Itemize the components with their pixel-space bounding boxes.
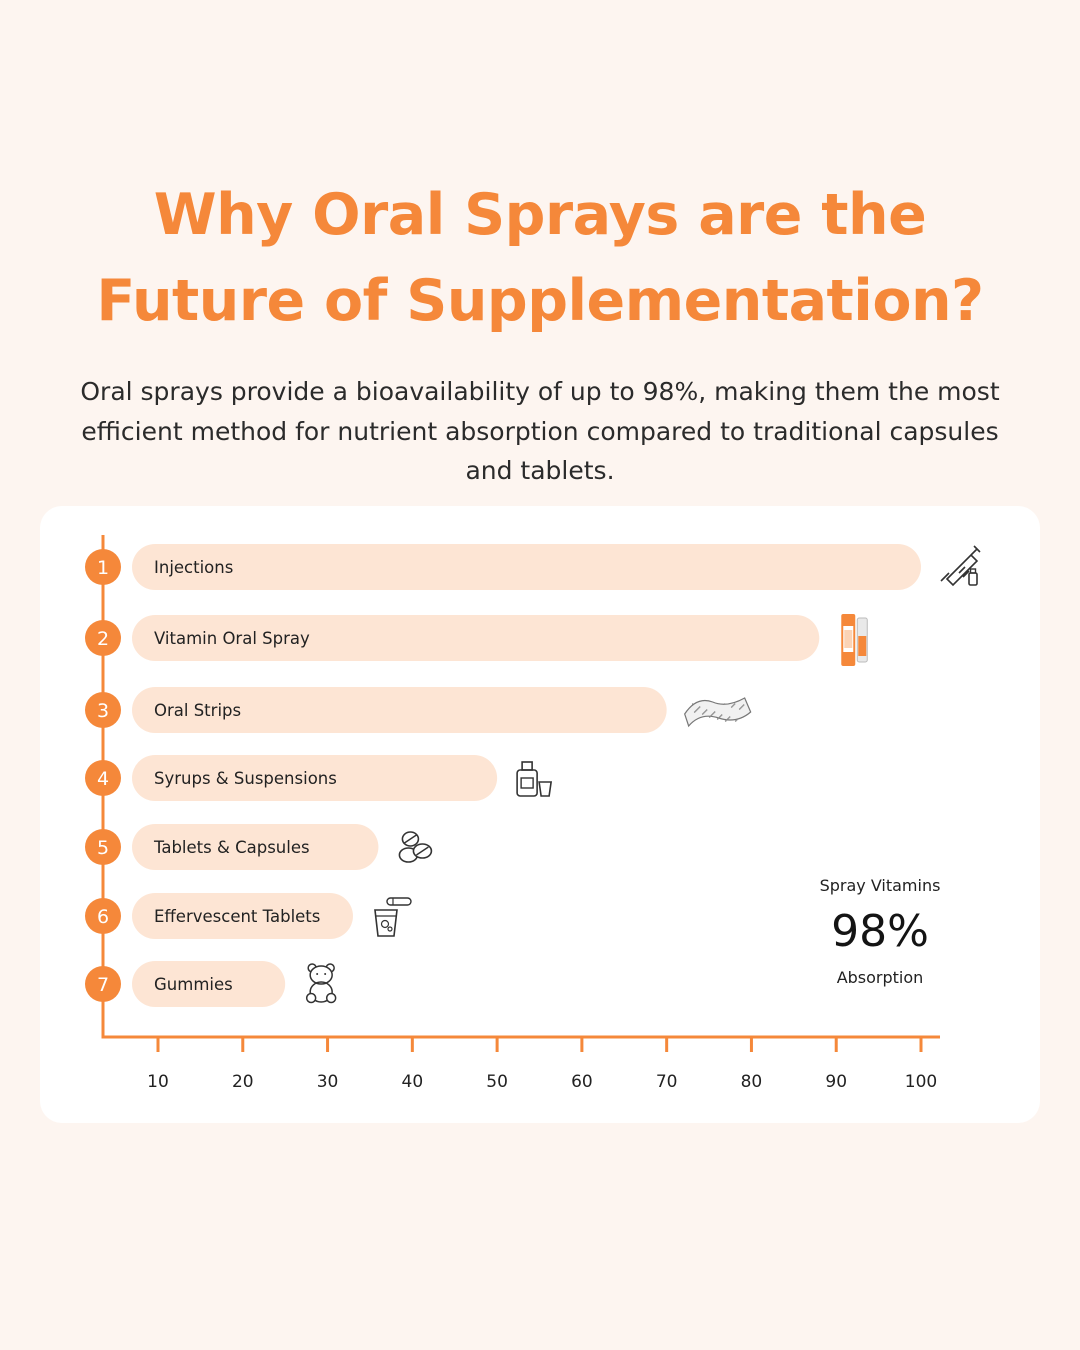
rank-badge	[85, 620, 121, 656]
bar	[132, 544, 921, 590]
x-tick-label: 20	[232, 1072, 254, 1092]
x-tick-label: 80	[741, 1072, 763, 1092]
bar-label: Syrups & Suspensions	[154, 769, 337, 788]
bar	[132, 687, 667, 733]
spray-bottle-icon	[841, 614, 868, 666]
callout-label-top: Spray Vitamins	[819, 876, 941, 895]
rank-badge	[85, 829, 121, 865]
bar	[132, 893, 353, 939]
rank-number: 5	[97, 837, 109, 859]
bar-label: Injections	[154, 558, 233, 577]
effervescent-glass-icon	[374, 897, 412, 937]
tablets-icon	[398, 831, 433, 863]
x-tick-label: 70	[656, 1072, 678, 1092]
bar	[132, 755, 498, 801]
rank-number: 1	[97, 557, 109, 579]
bar-label: Oral Strips	[154, 701, 241, 720]
bar	[132, 615, 820, 661]
gummy-bear-icon	[305, 963, 337, 1004]
rank-number: 2	[97, 628, 109, 650]
x-tick-label: 30	[317, 1072, 339, 1092]
oral-strip-icon	[684, 697, 752, 728]
rank-badge	[85, 760, 121, 796]
rank-badge	[85, 549, 121, 585]
page-title: Why Oral Sprays are the Future of Supple…	[0, 172, 1080, 344]
chart-card	[40, 506, 1040, 1123]
x-tick-label: 50	[486, 1072, 508, 1092]
title-line-2: Future of Supplementation?	[96, 268, 984, 334]
x-tick-label: 90	[825, 1072, 847, 1092]
bar-label: Effervescent Tablets	[154, 907, 320, 926]
x-tick-label: 10	[147, 1072, 169, 1092]
rank-number: 3	[97, 700, 109, 722]
callout-label-bottom: Absorption	[836, 968, 924, 987]
rank-number: 4	[97, 768, 109, 790]
rank-number: 6	[97, 906, 109, 928]
syringe-icon	[940, 545, 981, 587]
bar-label: Vitamin Oral Spray	[154, 629, 310, 648]
x-tick-label: 60	[571, 1072, 593, 1092]
callout-value: 98%	[831, 906, 929, 957]
bar-label: Tablets & Capsules	[153, 838, 310, 857]
x-tick-label: 40	[402, 1072, 424, 1092]
rank-badge	[85, 692, 121, 728]
bar-label: Gummies	[154, 975, 233, 994]
bar	[132, 824, 379, 870]
page-subtitle: Oral sprays provide a bioavailability of…	[80, 377, 1000, 485]
bar	[132, 961, 286, 1007]
x-tick-label: 100	[905, 1072, 937, 1092]
rank-badge	[85, 898, 121, 934]
syrup-bottle-icon	[516, 761, 553, 797]
spray-callout: Spray Vitamins 98% Absorption	[800, 872, 960, 992]
title-line-1: Why Oral Sprays are the	[153, 182, 927, 248]
rank-number: 7	[97, 974, 109, 996]
rank-badge	[85, 966, 121, 1002]
